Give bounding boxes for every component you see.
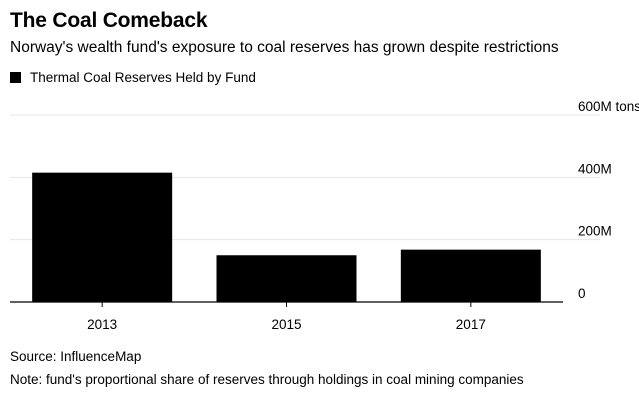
legend: Thermal Coal Reserves Held by Fund — [10, 70, 256, 85]
y-tick-label: 0 — [578, 286, 586, 301]
y-tick-label: 400M — [578, 161, 612, 176]
source-note: Source: InfluenceMap — [10, 349, 142, 364]
footnote: Note: fund's proportional share of reser… — [10, 372, 524, 387]
bar — [216, 255, 357, 302]
bar — [32, 172, 173, 302]
chart-title: The Coal Comeback — [10, 9, 208, 32]
x-tick-label: 2017 — [456, 317, 486, 332]
x-tick-label: 2015 — [271, 317, 301, 332]
x-tick-label: 2013 — [87, 317, 117, 332]
y-tick-label: 200M — [578, 224, 612, 239]
chart-subtitle: Norway's wealth fund's exposure to coal … — [10, 39, 559, 56]
y-tick-label: 600M tons — [578, 99, 639, 114]
legend-label: Thermal Coal Reserves Held by Fund — [30, 70, 256, 85]
legend-swatch — [10, 72, 21, 83]
bar — [400, 249, 541, 302]
